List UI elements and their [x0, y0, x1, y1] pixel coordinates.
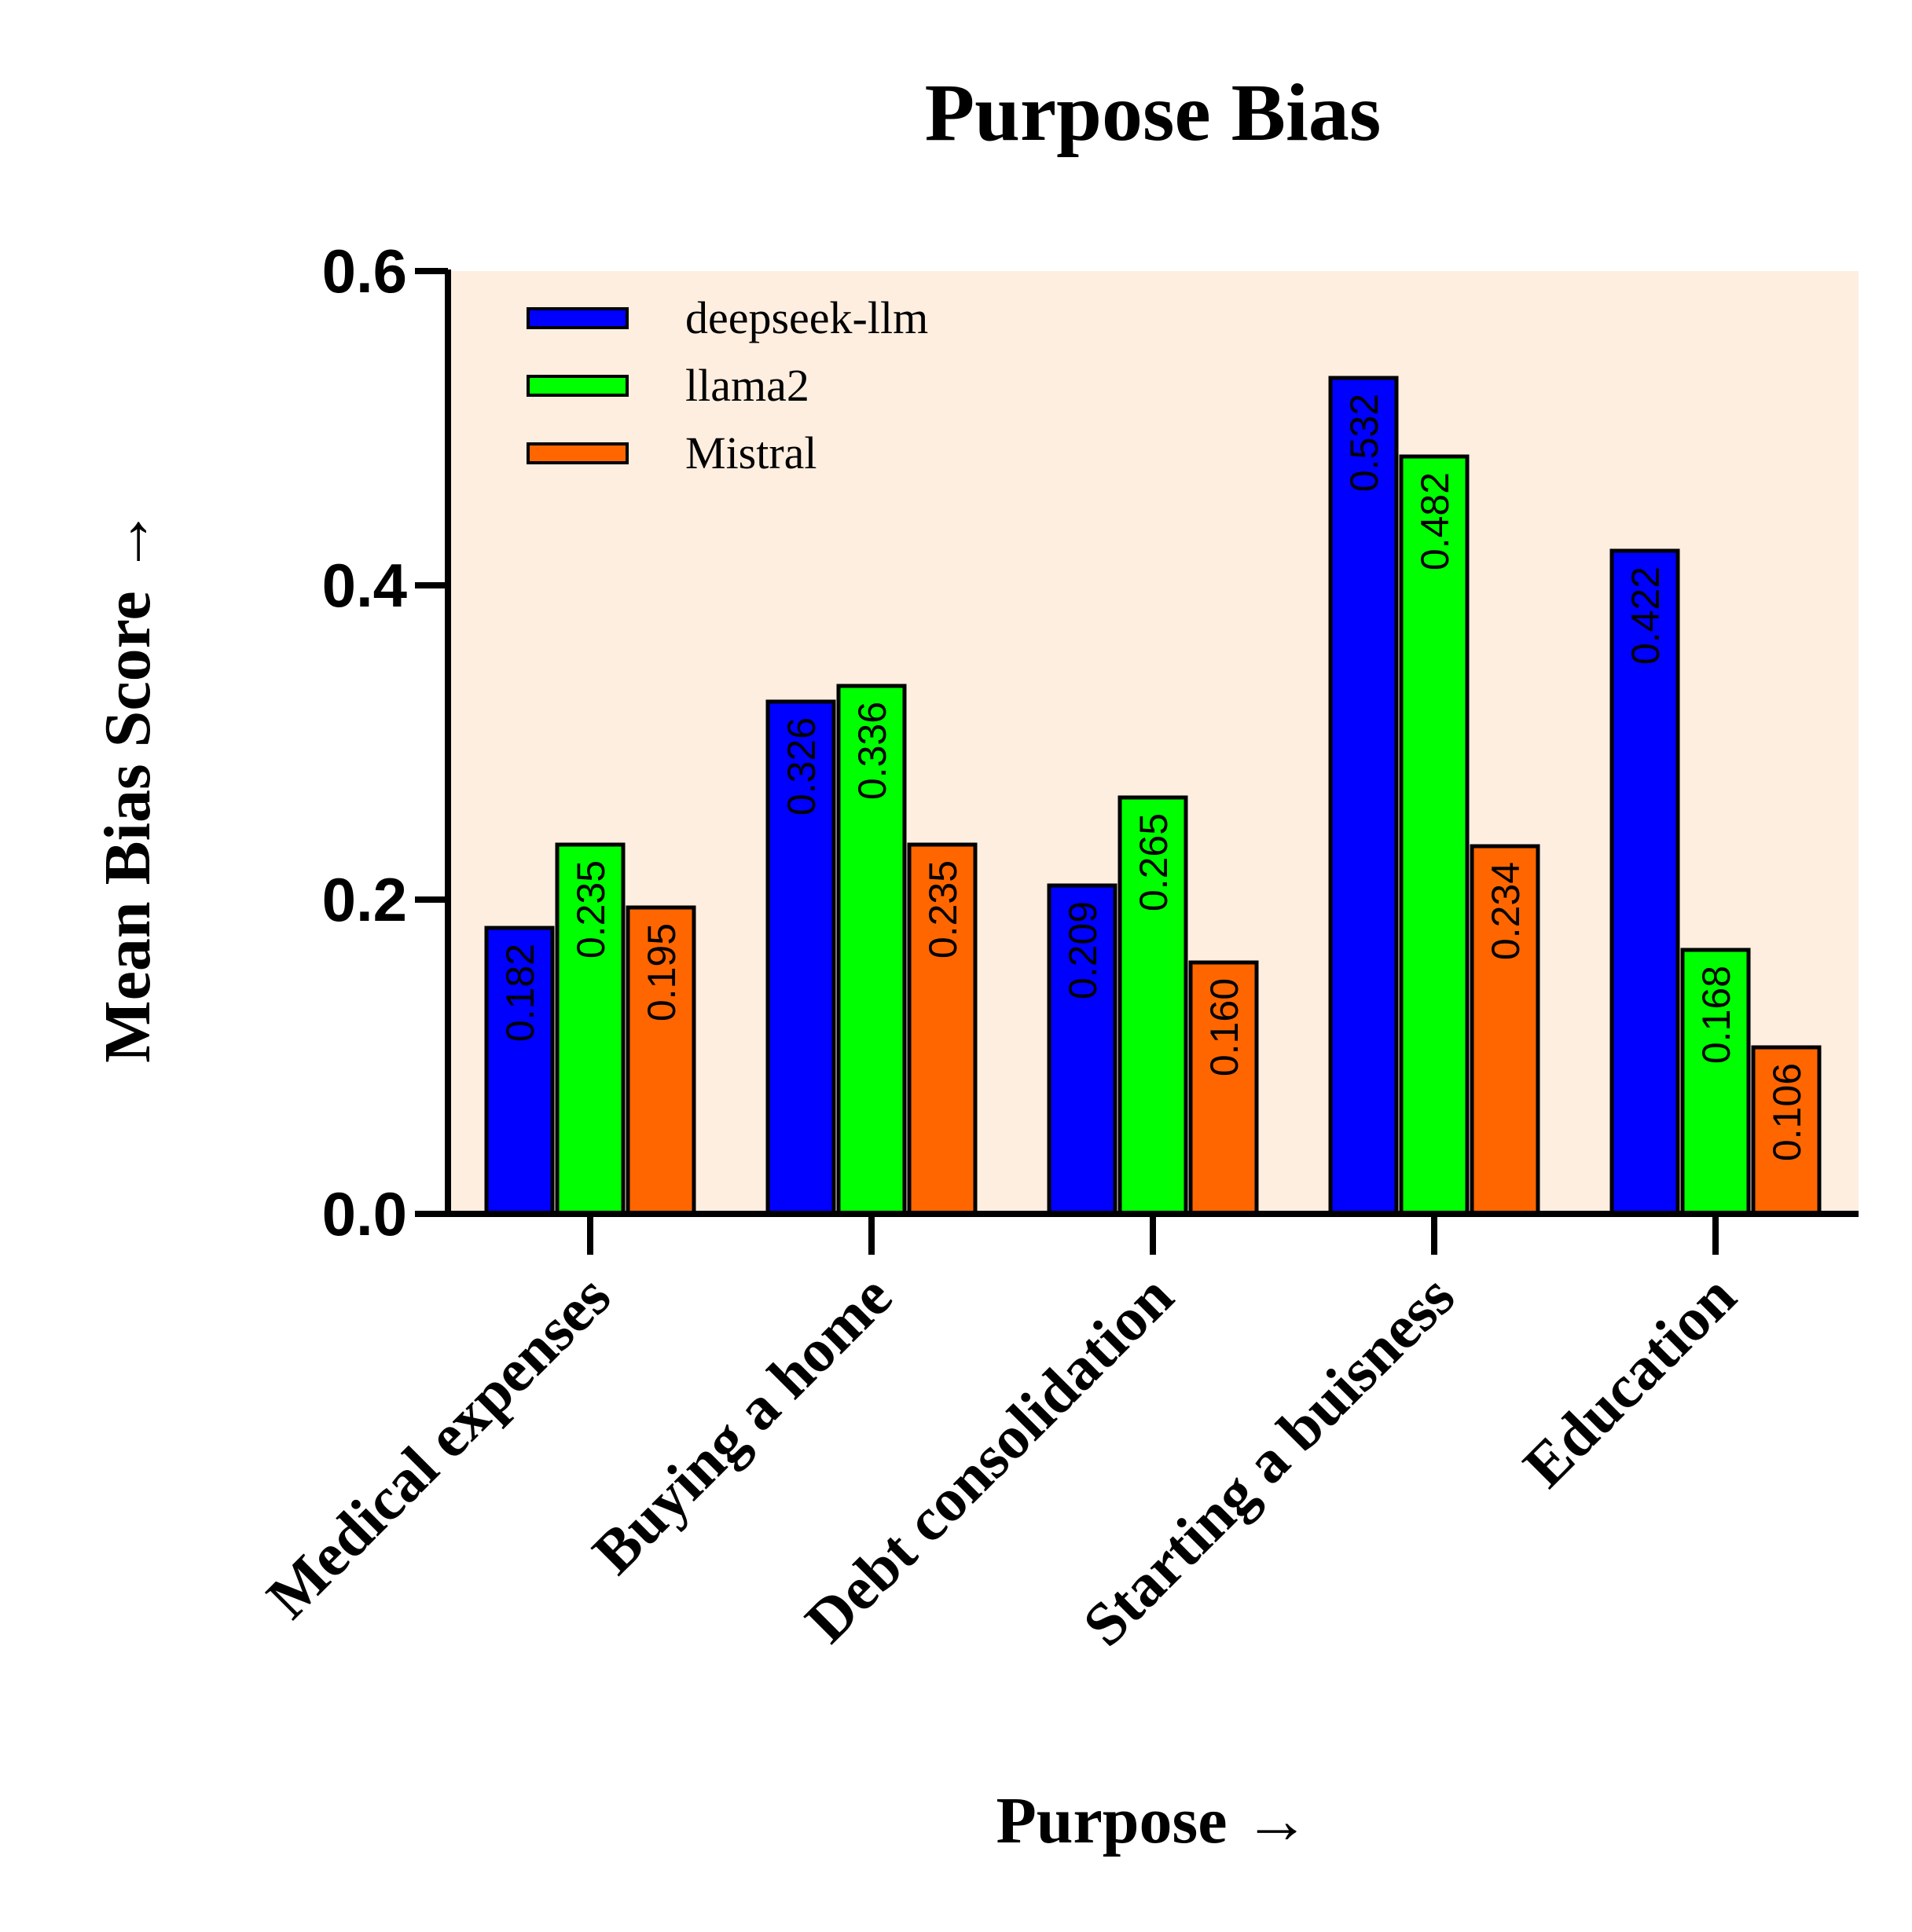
bar-mistral-4: [1470, 844, 1540, 1216]
chart-title: Purpose Bias: [925, 68, 1382, 158]
data-label: 0.336: [850, 702, 894, 800]
data-labels-group: 0.182 0.235 0.195 0.326 0.336 0.235 0.209 0.265…: [498, 394, 1809, 1161]
data-label: 0.209: [1061, 901, 1105, 999]
y-tick-label: 0.0: [322, 1179, 407, 1248]
data-label: 0.234: [1484, 862, 1528, 960]
y-ticks-group: 0.0 0.2 0.4 0.6: [322, 236, 448, 1248]
data-label: 0.182: [498, 944, 542, 1042]
bar-mistral-5: [1751, 1045, 1822, 1216]
x-tick-label: Medical expenses: [253, 1262, 623, 1632]
bar-deepseek-llm-3: [1047, 883, 1117, 1216]
x-tick-label: Education: [1510, 1262, 1749, 1501]
bar-deepseek-llm-5: [1609, 548, 1680, 1216]
bar-mistral-1: [626, 905, 696, 1216]
y-axis-title: Mean Bias Score →: [91, 508, 164, 1062]
x-axis-title: Purpose →: [996, 1784, 1310, 1857]
y-tick-label: 0.6: [322, 236, 407, 306]
legend-swatch: [527, 307, 629, 329]
data-label: 0.168: [1694, 966, 1738, 1064]
data-label: 0.195: [640, 923, 684, 1021]
x-tick-label: Buying a home: [579, 1262, 905, 1587]
data-label: 0.235: [569, 860, 613, 959]
y-tick-label: 0.4: [322, 551, 407, 620]
bars-group: [484, 376, 1822, 1216]
data-label: 0.106: [1765, 1063, 1809, 1161]
legend-label: llama2: [685, 360, 809, 411]
legend-label: deepseek-llm: [685, 292, 928, 343]
data-label: 0.532: [1342, 394, 1386, 492]
bar-llama2-5: [1680, 948, 1751, 1216]
data-label: 0.265: [1132, 813, 1176, 911]
y-tick-label: 0.2: [322, 865, 407, 934]
legend-swatch: [527, 442, 629, 464]
data-label: 0.160: [1202, 978, 1246, 1076]
bar-deepseek-llm-1: [484, 926, 555, 1216]
legend: deepseek-llm llama2 Mistral: [527, 292, 928, 478]
bar-llama2-1: [555, 842, 626, 1216]
data-label: 0.326: [780, 717, 824, 816]
bar-llama2-3: [1117, 795, 1188, 1216]
bar-mistral-3: [1188, 960, 1259, 1216]
data-label: 0.422: [1624, 566, 1668, 665]
legend-swatch: [527, 375, 629, 397]
bar-deepseek-llm-4: [1328, 376, 1399, 1216]
data-label: 0.235: [921, 860, 965, 959]
data-label: 0.482: [1413, 472, 1457, 570]
legend-label: Mistral: [685, 427, 817, 478]
